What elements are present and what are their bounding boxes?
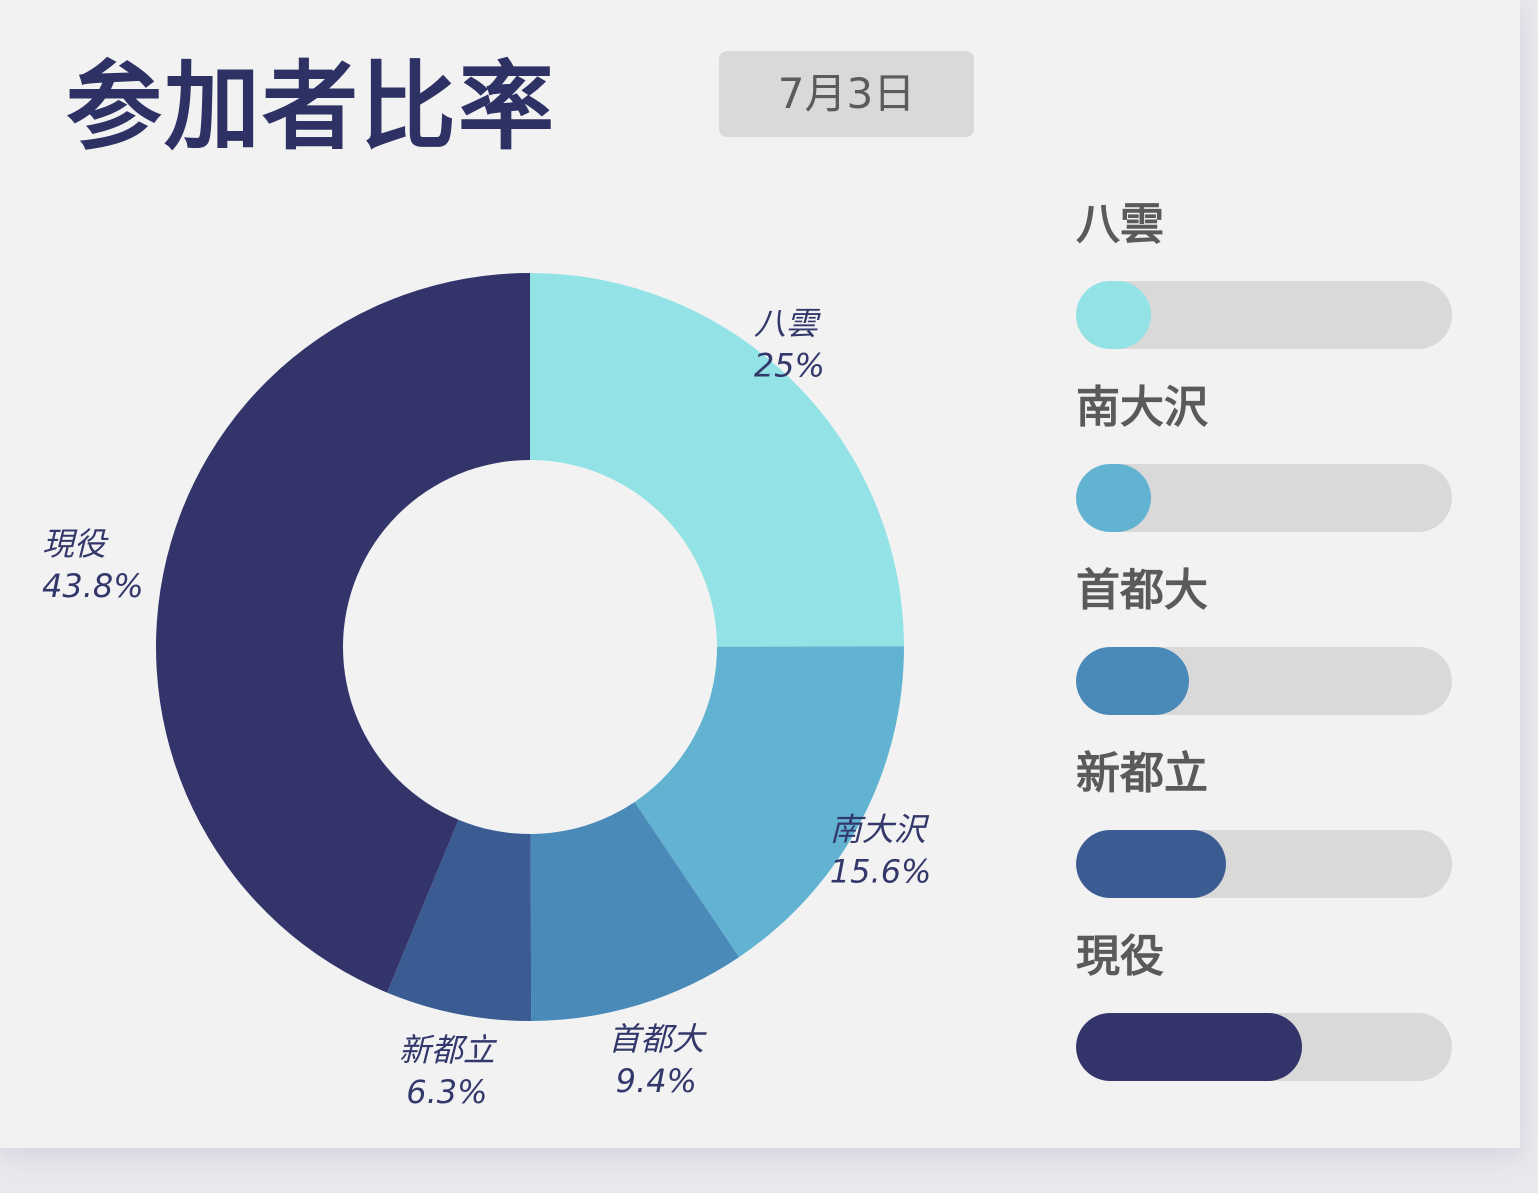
legend-label-5: 現役 (1076, 931, 1164, 982)
legend-label-3: 首都大 (1076, 565, 1208, 616)
legend-bar-track-4 (1076, 830, 1452, 898)
slice-name-label-5: 現役 (42, 525, 109, 563)
legend-bar-fill-4 (1076, 830, 1227, 898)
slice-name-label-2: 南大沢 (830, 811, 930, 849)
legend-label-4: 新都立 (1076, 748, 1208, 799)
legend-bar-track-1 (1076, 281, 1452, 349)
slice-value-label-3: 9.4% (616, 1062, 697, 1100)
date-badge: 7月3日 (719, 51, 974, 137)
legend-bar-fill-2 (1076, 464, 1152, 532)
legend-bar-fill-3 (1076, 647, 1189, 715)
legend-bar-track-2 (1076, 464, 1452, 532)
legend-bar-fill-1 (1076, 281, 1152, 349)
slice-value-label-2: 15.6% (830, 853, 932, 891)
slice-name-label-3: 首都大 (608, 1020, 707, 1058)
donut-hole (343, 460, 717, 834)
legend-bar-track-3 (1076, 647, 1452, 715)
slice-value-label-1: 25% (754, 347, 825, 385)
slice-name-label-4: 新都立 (399, 1031, 498, 1069)
legend-bar-fill-5 (1076, 1013, 1302, 1081)
donut-labels: 八雲 25% 南大沢 15.6% 首都大 9.4% 新都立 6.3% 現役 43.8% (42, 305, 931, 1111)
slice-value-label-4: 6.3% (406, 1073, 487, 1111)
legend-label-1: 八雲 (1076, 199, 1164, 250)
legend-bar-track-5 (1076, 1013, 1452, 1081)
legend-label-2: 南大沢 (1076, 382, 1208, 433)
slice-value-label-5: 43.8% (42, 567, 144, 605)
slice-name-label-1: 八雲 (754, 305, 821, 343)
donut-slice-5 (156, 273, 530, 993)
donut-chart: 八雲 25% 南大沢 15.6% 首都大 9.4% 新都立 6.3% 現役 43.8% (42, 273, 931, 1111)
page-title: 参加者比率 (66, 51, 556, 163)
